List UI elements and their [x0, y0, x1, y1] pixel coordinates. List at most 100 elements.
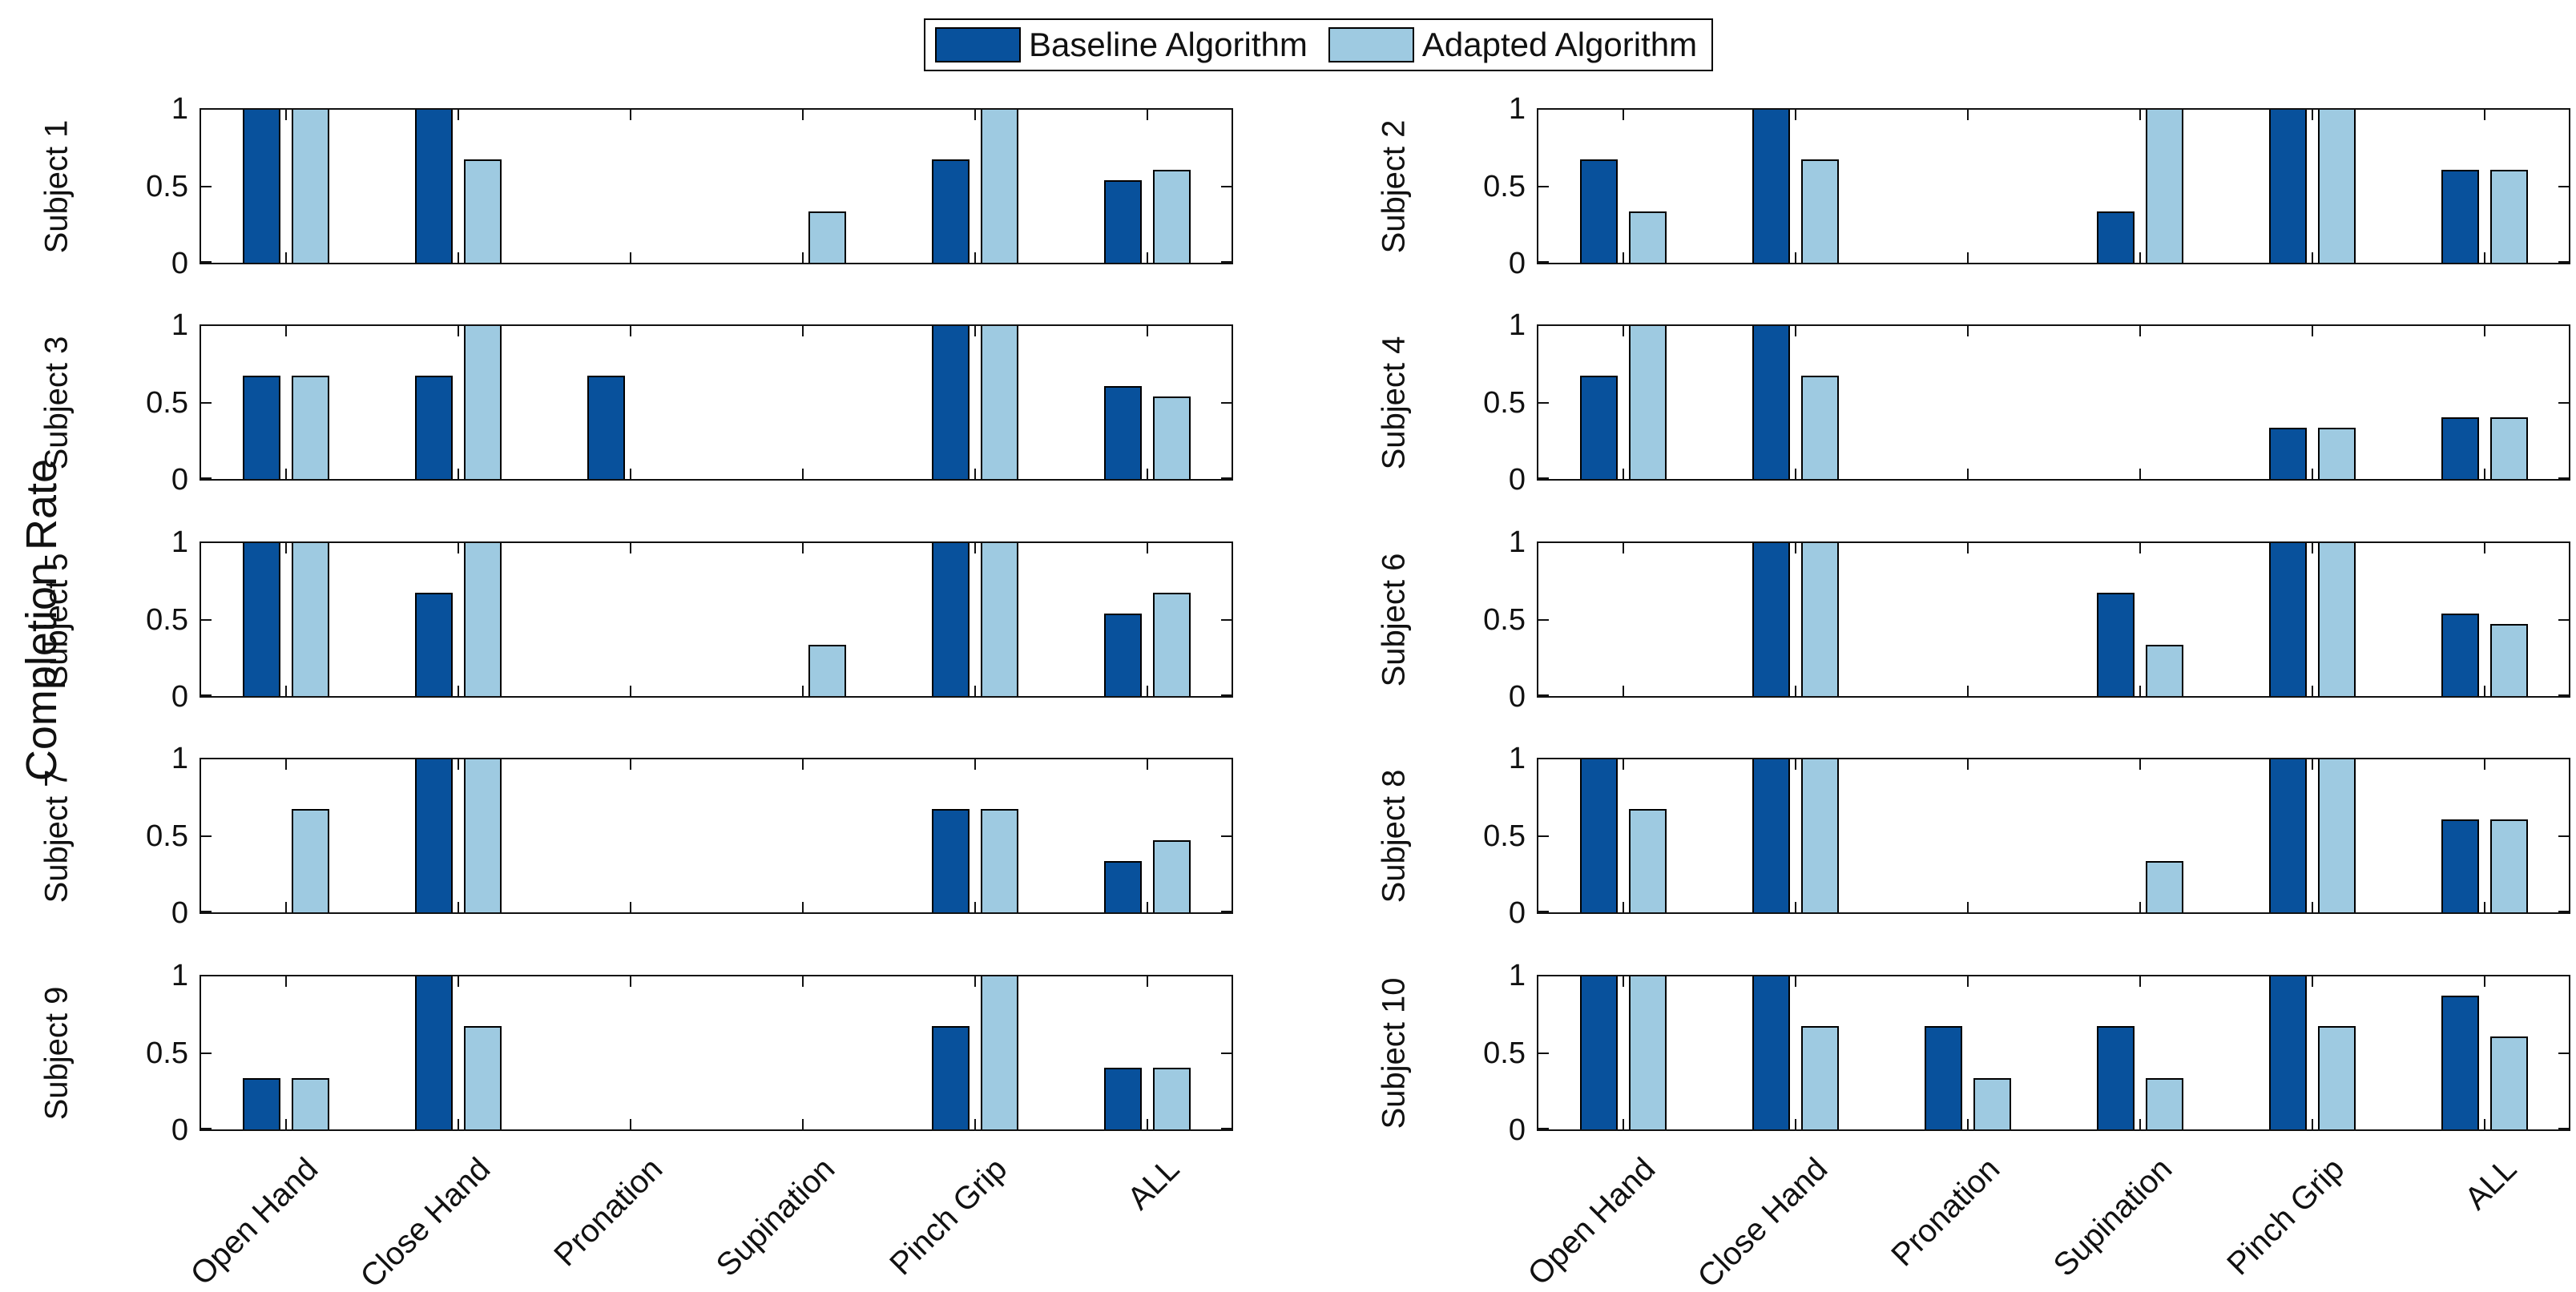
x-tick-mark	[1622, 1119, 1624, 1129]
bar-baseline-pinch-grip	[931, 1026, 970, 1131]
bar-baseline-all	[1103, 1068, 1142, 1131]
x-tick-mark	[2311, 976, 2313, 987]
x-tick-label-supination: Supination	[2046, 1151, 2179, 1284]
y-tick-mark	[1538, 758, 1549, 759]
x-tick-mark	[457, 902, 459, 912]
x-tick-mark	[801, 976, 804, 987]
bar-adapted-all	[2489, 417, 2528, 481]
x-tick-mark	[1794, 759, 1796, 770]
axes-frame	[200, 541, 1233, 698]
x-tick-mark	[629, 469, 631, 479]
y-tick-mark	[2558, 618, 2569, 621]
y-tick-label: 0	[171, 247, 188, 280]
y-tick-mark	[1221, 911, 1232, 912]
x-tick-mark	[457, 469, 459, 479]
subplot-title-subject-8: Subject 8	[1376, 769, 1412, 903]
x-tick-mark	[629, 759, 631, 770]
bar-adapted-all	[2489, 819, 2528, 914]
bar-adapted-open-hand	[291, 809, 329, 914]
x-tick-mark	[457, 976, 459, 987]
x-tick-mark	[974, 976, 976, 987]
axes-frame	[1537, 541, 2570, 698]
y-tick-mark	[1221, 1052, 1232, 1054]
y-tick-mark	[1538, 401, 1549, 404]
x-tick-mark	[1966, 686, 1969, 696]
bar-adapted-open-hand	[1628, 975, 1667, 1131]
y-tick-mark	[1221, 541, 1232, 543]
y-tick-mark	[1221, 185, 1232, 187]
x-tick-label-pinch-grip: Pinch Grip	[882, 1151, 1014, 1282]
x-tick-mark	[974, 326, 976, 336]
axes-frame	[200, 324, 1233, 481]
y-tick-mark	[201, 401, 212, 404]
y-tick-mark	[1538, 185, 1549, 187]
y-tick-mark	[2558, 758, 2569, 759]
bar-baseline-close-hand	[414, 758, 453, 914]
bar-baseline-pinch-grip	[2268, 541, 2307, 698]
bar-baseline-pronation	[587, 376, 625, 481]
x-tick-mark	[2483, 976, 2485, 987]
bar-baseline-all	[2441, 417, 2479, 481]
x-tick-mark	[629, 543, 631, 553]
subplot-title-subject-7: Subject 7	[38, 769, 75, 903]
x-tick-mark	[2139, 469, 2141, 479]
y-tick-mark	[1538, 835, 1549, 837]
x-tick-mark	[1794, 686, 1796, 696]
bar-baseline-open-hand	[1579, 376, 1618, 481]
x-tick-mark	[1146, 469, 1148, 479]
axes-frame	[1537, 975, 2570, 1131]
x-tick-mark	[2139, 1119, 2141, 1129]
y-tick-mark	[2558, 911, 2569, 912]
x-tick-mark	[1966, 543, 1969, 553]
bar-adapted-all	[1152, 593, 1191, 698]
bar-adapted-supination	[2145, 1078, 2183, 1131]
x-tick-mark	[2483, 469, 2485, 479]
y-tick-mark	[1221, 324, 1232, 326]
y-tick-mark	[201, 261, 212, 263]
bar-adapted-close-hand	[463, 324, 502, 481]
y-tick-label: 1	[171, 308, 188, 342]
y-tick-mark	[1221, 477, 1232, 479]
y-tick-mark	[201, 694, 212, 696]
x-tick-mark	[1622, 469, 1624, 479]
subplot-subject-7: 0 0.5 1 Subject 7	[39, 743, 1233, 928]
bar-baseline-pinch-grip	[2268, 108, 2307, 264]
x-tick-mark	[1794, 902, 1796, 912]
bar-baseline-open-hand	[1579, 159, 1618, 264]
x-tick-mark	[457, 686, 459, 696]
legend-swatch-baseline	[935, 27, 1021, 62]
y-tick-mark	[1538, 975, 1549, 976]
bar-adapted-pinch-grip	[2317, 1026, 2356, 1131]
subplot-subject-5: 0 0.5 1 Subject 5	[39, 527, 1233, 712]
subplot-subject-3: 0 0.5 1 Subject 3	[39, 310, 1233, 495]
y-tick-mark	[1221, 694, 1232, 696]
bar-adapted-all	[2489, 170, 2528, 264]
y-tick-label: 0	[171, 463, 188, 497]
x-tick-mark	[1794, 976, 1796, 987]
x-tick-mark	[974, 110, 976, 120]
bar-adapted-all	[1152, 840, 1191, 914]
subplot-subject-2: 0 0.5 1 Subject 2	[1377, 94, 2570, 279]
legend-item-baseline: Baseline Algorithm	[935, 27, 1308, 62]
bar-adapted-open-hand	[291, 376, 329, 481]
x-tick-mark	[629, 1119, 631, 1129]
bar-adapted-supination	[808, 645, 846, 698]
y-tick-mark	[1221, 835, 1232, 837]
bar-adapted-open-hand	[1628, 809, 1667, 914]
subplot-subject-1: 0 0.5 1 Subject 1	[39, 94, 1233, 279]
y-tick-label: 0.5	[1483, 1036, 1526, 1070]
x-tick-label-pronation: Pronation	[546, 1151, 669, 1274]
y-tick-label: 0	[171, 1113, 188, 1147]
x-tick-mark	[974, 543, 976, 553]
bar-baseline-all	[1103, 614, 1142, 698]
y-tick-mark	[1221, 108, 1232, 110]
subplot-subject-9: 0 0.5 1 Subject 9 Open Hand Close Hand Pronati…	[39, 960, 1233, 1292]
legend: Baseline Algorithm Adapted Algorithm	[924, 18, 1713, 71]
y-tick-mark	[201, 618, 212, 621]
bar-adapted-pinch-grip	[2317, 758, 2356, 914]
x-tick-mark	[1622, 252, 1624, 263]
y-tick-label: 0	[171, 896, 188, 930]
x-tick-label-pinch-grip: Pinch Grip	[2219, 1151, 2351, 1282]
y-tick-label: 0.5	[146, 819, 188, 853]
